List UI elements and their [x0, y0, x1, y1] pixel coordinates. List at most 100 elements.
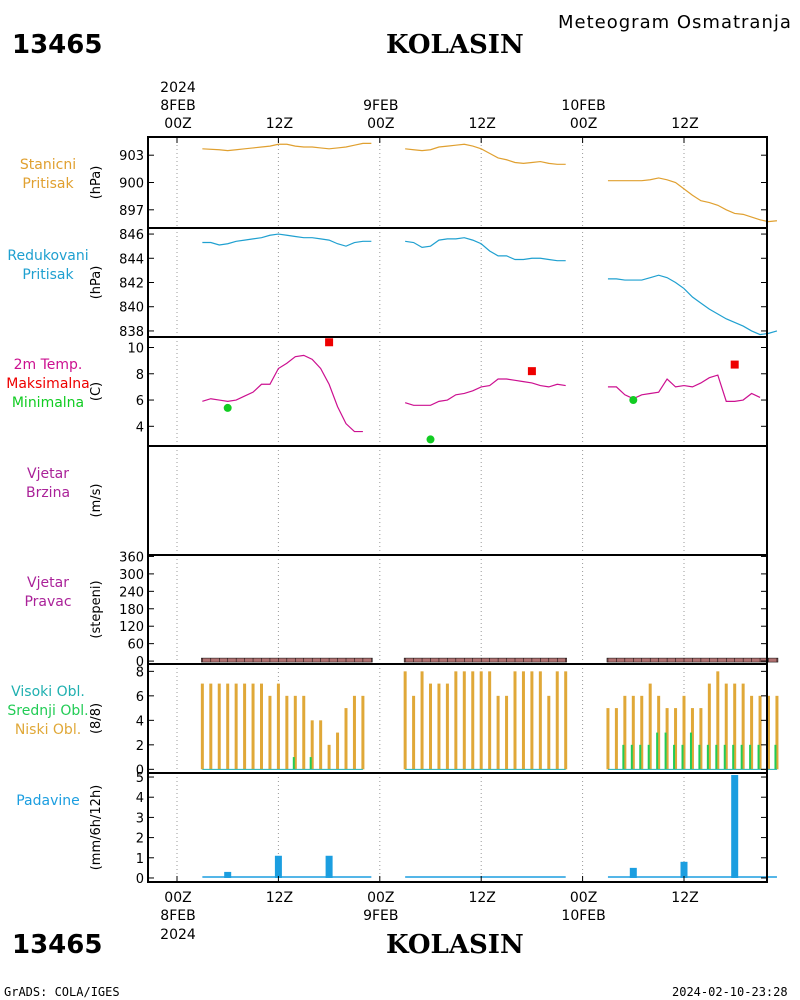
cloud-mid-bar	[740, 744, 743, 770]
cloud-mid-bar	[749, 744, 752, 770]
year-label-bottom: 2024	[160, 927, 196, 943]
cloud-low-bar	[412, 695, 416, 770]
temperature-label: Maksimalna	[6, 376, 90, 392]
temperature-series-line	[404, 378, 566, 406]
precipitation-ytick-label: 4	[136, 791, 144, 806]
time-label-bottom: 00Z	[570, 890, 597, 906]
year-label-top: 2024	[160, 80, 196, 96]
date-label-top: 8FEB	[160, 98, 195, 114]
cloud-low-bar	[555, 671, 559, 770]
cloud-low-bar	[496, 695, 500, 770]
precipitation-ytick-label: 0	[136, 872, 144, 887]
station-name-top: KOLASIN	[386, 30, 524, 60]
temperature-label: 2m Temp.	[14, 357, 83, 373]
precipitation-ytick-label: 2	[136, 832, 144, 847]
cloud-low-bar	[758, 695, 762, 770]
cloud-low-bar	[707, 683, 711, 770]
time-label-top: 12Z	[266, 116, 293, 132]
cloud-low-bar	[767, 695, 770, 770]
cloud-low-bar	[775, 695, 779, 770]
temperature-label: Minimalna	[12, 395, 84, 411]
temperature-max-point	[730, 360, 739, 369]
temperature-min-point	[223, 403, 232, 412]
station-id-bottom: 13465	[12, 930, 103, 960]
cloud-low-bar	[750, 695, 754, 770]
reduced-pressure-ylabel: (hPa)	[89, 266, 104, 300]
wind-direction-ytick-label: 300	[119, 568, 144, 583]
precipitation-label: Padavine	[16, 793, 80, 809]
cloud-low-bar	[606, 708, 610, 770]
clouds-label: Srednji Obl.	[7, 703, 88, 719]
cloud-low-bar	[293, 695, 297, 770]
cloud-low-bar	[690, 708, 694, 770]
cloud-low-bar	[260, 683, 263, 770]
cloud-mid-bar	[647, 744, 650, 770]
cloud-low-bar	[614, 708, 618, 770]
cloud-low-bar	[665, 708, 669, 770]
time-label-top: 12Z	[468, 116, 495, 132]
cloud-mid-bar	[715, 744, 718, 770]
cloud-low-bar	[513, 671, 517, 770]
reduced-pressure-series-line	[607, 274, 778, 336]
clouds-ylabel: (8/8)	[89, 703, 104, 734]
cloud-mid-bar	[706, 744, 709, 770]
cloud-low-bar	[285, 695, 289, 770]
station-pressure-ytick-label: 897	[119, 204, 144, 219]
cloud-mid-bar	[757, 744, 760, 770]
cloud-low-bar	[462, 671, 466, 770]
clouds-ytick-label: 4	[136, 714, 144, 729]
clouds-ytick-label: 0	[136, 763, 144, 778]
temperature-max-point	[325, 338, 334, 347]
clouds-label: Niski Obl.	[15, 722, 81, 738]
reduced-pressure-ytick-label: 838	[119, 325, 144, 340]
cloud-low-bar	[310, 720, 314, 770]
cloud-low-bar	[488, 671, 492, 770]
wind-speed-ylabel: (m/s)	[89, 484, 104, 518]
chart-title: Meteogram Osmatranja	[558, 12, 792, 33]
cloud-low-bar	[226, 683, 230, 770]
temperature-ytick-label: 4	[136, 420, 144, 435]
cloud-low-bar	[209, 683, 213, 770]
wind-direction-ytick-label: 60	[127, 638, 144, 653]
cloud-low-bar	[336, 732, 340, 770]
cloud-low-bar	[733, 683, 737, 770]
temperature-ytick-label: 8	[136, 368, 144, 383]
cloud-mid-bar	[774, 744, 777, 770]
wind-direction-label: Pravac	[24, 594, 71, 610]
cloud-low-bar	[724, 683, 728, 770]
station-pressure-ytick-label: 903	[119, 149, 144, 164]
station-pressure-label: Stanicni	[20, 157, 76, 173]
station-pressure-series-line	[202, 142, 372, 152]
date-label-bottom: 10FEB	[561, 908, 605, 924]
clouds-ytick-label: 6	[136, 690, 144, 705]
temperature-ytick-label: 6	[136, 394, 144, 409]
precipitation-ytick-label: 3	[136, 811, 144, 826]
station-pressure-ytick-label: 900	[119, 177, 144, 192]
precip-bar	[325, 855, 333, 878]
cloud-low-bar	[521, 671, 525, 770]
cloud-low-bar	[251, 683, 255, 770]
temperature-min-point	[629, 396, 638, 405]
wind-direction-ytick-label: 0	[136, 655, 144, 670]
wind-direction-ytick-label: 240	[119, 585, 144, 600]
cloud-mid-bar	[622, 744, 625, 770]
cloud-low-bar	[657, 695, 661, 770]
precipitation-ytick-label: 1	[136, 852, 144, 867]
station-pressure-ylabel: (hPa)	[89, 166, 104, 200]
cloud-mid-bar	[723, 744, 726, 770]
cloud-low-bar	[741, 683, 745, 770]
cloud-mid-bar	[630, 744, 633, 770]
wind-direction-ytick-label: 360	[119, 550, 144, 565]
cloud-mid-bar	[689, 732, 692, 770]
cloud-low-bar	[648, 683, 652, 770]
precip-bar	[629, 867, 637, 878]
cloud-low-bar	[623, 695, 627, 770]
wind-direction-frame	[147, 554, 768, 665]
cloud-low-bar	[640, 695, 644, 770]
cloud-low-bar	[319, 720, 323, 770]
date-label-bottom: 9FEB	[363, 908, 398, 924]
time-label-top: 00Z	[570, 116, 597, 132]
cloud-mid-bar	[681, 744, 684, 770]
temperature-min-point	[426, 435, 435, 444]
cloud-low-bar	[352, 695, 356, 770]
